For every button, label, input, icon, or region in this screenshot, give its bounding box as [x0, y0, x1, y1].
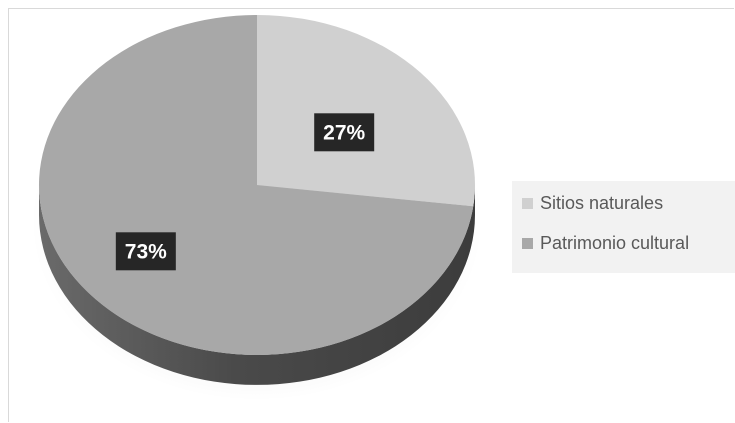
data-label-sitios-naturales: 27% [314, 113, 375, 152]
legend-item-sitios-naturales: Sitios naturales [522, 193, 735, 213]
data-label-text: 73% [125, 240, 167, 263]
pie-chart: 27% 73% [31, 15, 483, 401]
pie-side-wall [39, 185, 475, 385]
legend-swatch-patrimonio-cultural [522, 237, 533, 249]
data-label-box [115, 232, 176, 271]
data-label-box [314, 113, 375, 152]
legend: Sitios naturales Patrimonio cultural [512, 181, 735, 273]
chart-area: 27% 73% Sitios naturales Patrimonio cultu… [8, 8, 735, 422]
data-label-patrimonio-cultural: 73% [115, 232, 176, 271]
data-label-text: 27% [323, 121, 365, 144]
legend-item-patrimonio-cultural: Patrimonio cultural [522, 233, 735, 253]
legend-label-patrimonio-cultural: Patrimonio cultural [540, 232, 690, 253]
pie-slice-sitios-naturales [257, 15, 475, 207]
legend-label-sitios-naturales: Sitios naturales [540, 192, 664, 213]
legend-swatch-sitios-naturales [522, 197, 533, 209]
